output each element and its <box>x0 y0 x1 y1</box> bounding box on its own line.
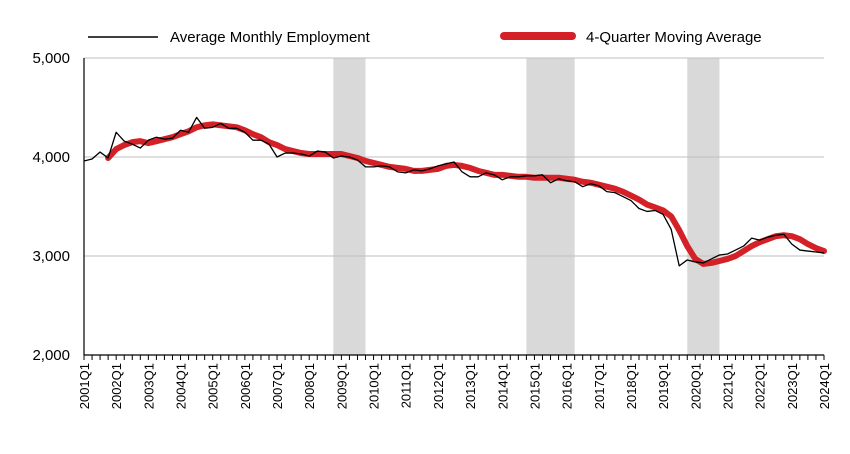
x-tick-label: 2014Q1 <box>495 363 510 409</box>
y-tick-label: 3,000 <box>32 248 70 265</box>
series-layer <box>83 116 827 267</box>
x-tick-label: 2017Q1 <box>592 363 607 409</box>
x-tick-label: 2002Q1 <box>109 363 124 409</box>
x-tick-label: 2004Q1 <box>174 363 189 409</box>
legend: Average Monthly Employment 4-Quarter Mov… <box>88 29 762 46</box>
shaded-period-2 <box>526 58 575 355</box>
x-tick-label: 2007Q1 <box>270 363 285 409</box>
x-tick-label: 2011Q1 <box>399 363 414 408</box>
x-tick-label: 2016Q1 <box>560 363 575 409</box>
x-tick-label: 2018Q1 <box>624 363 639 409</box>
x-tick-label: 2006Q1 <box>238 363 253 409</box>
x-tick-label: 2003Q1 <box>141 363 156 409</box>
shaded-period-1 <box>333 58 366 355</box>
x-tick-label: 2009Q1 <box>334 363 349 409</box>
x-tick-label: 2020Q1 <box>688 363 703 409</box>
y-tick-label: 5,000 <box>32 50 70 67</box>
series-line-monthly-employment <box>83 116 825 267</box>
x-tick-label: 2019Q1 <box>656 363 671 409</box>
legend-monthly-label: Average Monthly Employment <box>170 29 371 46</box>
x-tick-label: 2021Q1 <box>720 363 735 409</box>
x-tick-label: 2013Q1 <box>463 363 478 409</box>
x-tick-label: 2023Q1 <box>785 363 800 409</box>
x-tick-label: 2012Q1 <box>431 363 446 409</box>
x-tick-label: 2010Q1 <box>367 363 382 409</box>
y-tick-label: 4,000 <box>32 149 70 166</box>
y-tick-label: 2,000 <box>32 347 70 364</box>
x-tick-label: 2015Q1 <box>527 363 542 409</box>
shaded-period-3 <box>687 58 720 355</box>
x-tick-label: 2024Q1 <box>817 363 832 409</box>
series-line-moving-average <box>105 121 827 267</box>
legend-moving-average-label: 4-Quarter Moving Average <box>586 29 762 46</box>
axes-layer: 2,000 3,000 4,000 5,000 2001Q1 2002Q1 2003Q1 20… <box>32 50 832 409</box>
recession-shading-layer <box>333 58 720 355</box>
x-tick-label: 2022Q1 <box>753 363 768 409</box>
x-tick-label: 2008Q1 <box>302 363 317 409</box>
gridlines-layer <box>84 57 824 257</box>
x-tick-label: 2005Q1 <box>206 363 221 409</box>
x-tick-label: 2001Q1 <box>77 363 92 409</box>
